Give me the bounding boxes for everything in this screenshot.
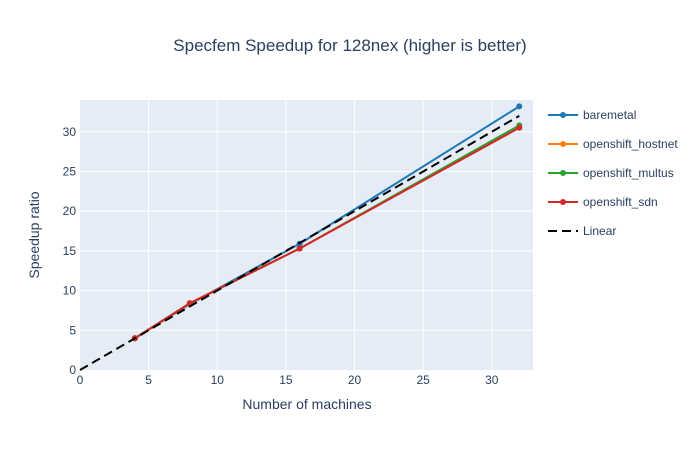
y-tick-label: 20 — [63, 204, 77, 218]
x-tick-label: 10 — [211, 373, 225, 387]
data-point-baremetal — [516, 103, 523, 110]
x-tick-label: 5 — [145, 373, 152, 387]
legend-marker-baremetal — [560, 112, 566, 118]
legend-label: baremetal — [583, 108, 636, 122]
x-tick-label: 25 — [417, 373, 431, 387]
legend-label: openshift_multus — [583, 166, 674, 180]
data-point-openshift_sdn — [296, 245, 303, 252]
linear-reference-line — [79, 115, 520, 371]
x-tick-label: 20 — [348, 373, 362, 387]
legend-marker-openshift_hostnet — [560, 141, 566, 147]
y-tick-label: 25 — [63, 164, 77, 178]
legend-label: openshift_sdn — [583, 195, 658, 209]
x-tick-label: 30 — [485, 373, 499, 387]
y-axis-label: Speedup ratio — [26, 191, 42, 278]
chart-title: Specfem Speedup for 128nex (higher is be… — [173, 36, 526, 55]
legend-marker-openshift_sdn — [560, 199, 566, 205]
y-tick-label: 15 — [63, 244, 77, 258]
x-axis-label: Number of machines — [242, 396, 371, 412]
series-line-openshift_sdn — [134, 126, 520, 340]
y-tick-label: 0 — [69, 363, 76, 377]
y-tick-label: 5 — [69, 323, 76, 337]
y-tick-label: 30 — [63, 125, 77, 139]
legend-marker-openshift_multus — [560, 170, 566, 176]
x-tick-label: 0 — [77, 373, 84, 387]
x-tick-label: 15 — [279, 373, 293, 387]
legend-label: openshift_hostnet — [583, 137, 678, 151]
y-tick-label: 10 — [63, 284, 77, 298]
data-point-openshift_sdn — [516, 124, 523, 131]
legend-label: Linear — [583, 224, 616, 238]
